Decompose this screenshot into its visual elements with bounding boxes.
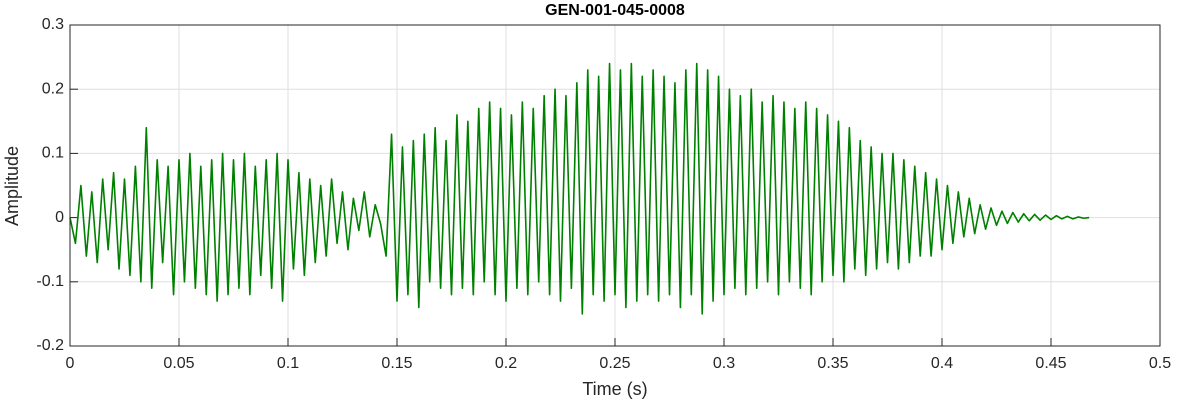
x-tick-label: 0.25 xyxy=(599,355,630,372)
plot-frame xyxy=(69,24,1161,347)
x-tick-label: 0.5 xyxy=(1149,355,1171,372)
y-tick-label: 0.2 xyxy=(42,80,64,97)
y-tick-label: -0.1 xyxy=(36,273,64,290)
x-tick-label: 0.2 xyxy=(495,355,517,372)
y-tick-label: 0.3 xyxy=(42,16,64,33)
x-tick-label: 0.05 xyxy=(163,355,194,372)
x-tick-label: 0.45 xyxy=(1035,355,1066,372)
x-tick-label: 0.1 xyxy=(277,355,299,372)
x-tick-label: 0.3 xyxy=(713,355,735,372)
x-tick-label: 0 xyxy=(66,355,75,372)
y-tick-label: 0.1 xyxy=(42,145,64,162)
y-tick-label: 0 xyxy=(55,209,64,226)
waveform-line xyxy=(69,62,1090,315)
x-axis-label: Time (s) xyxy=(582,379,647,399)
x-tick-label: 0.35 xyxy=(817,355,848,372)
y-tick-label: -0.2 xyxy=(36,337,64,354)
chart-title: GEN-001-045-0008 xyxy=(545,2,685,19)
x-tick-label: 0.15 xyxy=(381,355,412,372)
x-tick-label: 0.4 xyxy=(931,355,953,372)
y-axis-label: Amplitude xyxy=(2,146,22,226)
